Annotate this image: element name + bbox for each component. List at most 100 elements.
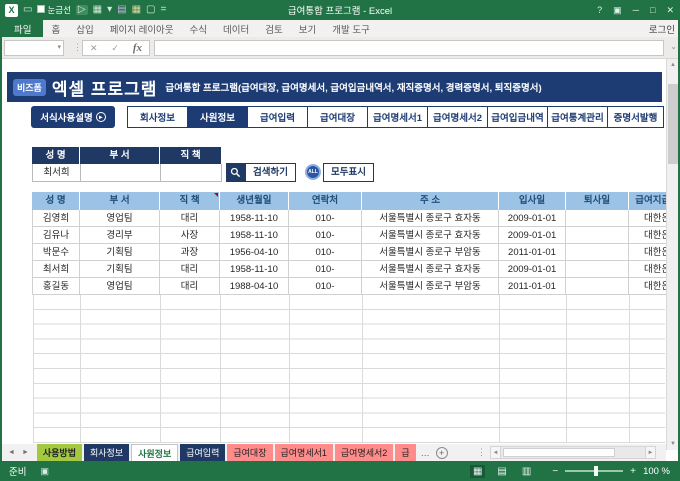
ribbon-tab[interactable]: 검토 [265,24,283,36]
qat-dropdown-icon[interactable]: ▾ [107,4,113,15]
cancel-icon[interactable]: ✕ [89,42,98,53]
horizontal-scrollbar[interactable]: ◄ ► [490,444,656,461]
scroll-down-icon[interactable]: ▼ [670,441,676,447]
sheet-tab[interactable]: 회사정보 [84,444,130,461]
horizontal-scrollbar-track[interactable] [501,446,645,459]
cell-name[interactable]: 김유나 [32,227,80,244]
zoom-in-icon[interactable]: + [630,465,636,477]
cell-dept[interactable]: 영업팀 [80,278,160,295]
insert-function-icon[interactable]: fx [132,42,143,54]
scroll-up-icon[interactable]: ▲ [670,62,676,68]
cell-title[interactable]: 대리 [160,210,220,227]
cell-birth[interactable]: 1958-11-10 [220,227,289,244]
sheet-tab[interactable]: 급여명세서2 [334,444,394,461]
cell-phone[interactable]: 010- [289,244,362,261]
vertical-scrollbar[interactable]: ▲ ▼ [666,59,678,450]
selection-icon[interactable]: ▢ [146,4,156,15]
cell-dept[interactable]: 기획팀 [80,261,160,278]
program-nav-tab[interactable]: 급여대장 [308,107,368,127]
ribbon-tab[interactable]: 수식 [189,24,208,36]
cell-name[interactable]: 최서희 [32,261,80,278]
cell-title[interactable]: 대리 [160,261,220,278]
horizontal-scrollbar-thumb[interactable] [503,448,615,457]
next-sheet-icon[interactable]: ► [21,449,29,456]
maximize-icon[interactable]: □ [650,5,656,15]
gridlines-toggle[interactable]: 눈금선 [37,4,71,16]
cell-leave-date[interactable] [566,278,629,295]
ribbon-tab[interactable]: 보기 [298,24,317,36]
cell-address[interactable]: 서울특별시 종로구 부암동 [362,278,499,295]
sheet-tab[interactable]: 사용방법 [36,444,82,461]
cell-bank[interactable]: 대한은행 [629,244,666,261]
cell-address[interactable]: 서울특별시 종로구 효자동 [362,261,499,278]
cell-phone[interactable]: 010- [289,227,362,244]
cell-address[interactable]: 서울특별시 종로구 효자동 [362,227,499,244]
cell-leave-date[interactable] [566,261,629,278]
cell-phone[interactable]: 010- [289,261,362,278]
formula-input[interactable] [154,40,664,56]
search-button[interactable]: 검색하기 [226,162,296,182]
program-nav-tab[interactable]: 급여입력 [248,107,308,127]
enter-icon[interactable]: ✓ [111,42,119,53]
cell-bank[interactable]: 대한은행 [629,261,666,278]
empty-grid-rows[interactable] [33,295,665,443]
ribbon-tab[interactable]: 개발 도구 [332,24,370,36]
cell-address[interactable]: 서울특별시 종로구 부암동 [362,244,499,261]
guide-button[interactable]: 서식사용설명 ▸ [31,106,115,128]
search-name-field[interactable]: 최서희 [32,164,80,182]
cell-birth[interactable]: 1958-11-10 [220,210,289,227]
cell-bank[interactable]: 대한은행 [629,227,666,244]
cell-name[interactable]: 김영희 [32,210,80,227]
cell-bank[interactable]: 대한은행 [629,278,666,295]
save-icon[interactable]: ▤ [117,4,127,15]
pointer-icon[interactable]: ▷ [75,4,88,15]
cell-dept[interactable]: 경리부 [80,227,160,244]
cell-phone[interactable]: 010- [289,210,362,227]
cell-title[interactable]: 대리 [160,278,220,295]
cell-leave-date[interactable] [566,244,629,261]
search-title-field[interactable] [160,164,222,182]
ribbon-options-icon[interactable]: ▣ [613,4,622,15]
sheet-tab[interactable]: 급여대장 [227,444,273,461]
qat-customize-icon[interactable]: = [160,4,167,15]
ribbon-tab[interactable]: 홈 [51,24,61,36]
cell-leave-date[interactable] [566,210,629,227]
table-row[interactable]: 김영희 영업팀 대리 1958-11-10 010- 서울특별시 종로구 효자동… [32,210,666,227]
program-nav-tab[interactable]: 급여명세서2 [428,107,488,127]
close-icon[interactable]: ✕ [666,4,674,15]
help-icon[interactable]: ? [597,5,603,15]
ribbon-tab[interactable]: 페이지 레이아웃 [109,24,174,36]
cell-birth[interactable]: 1958-11-10 [220,261,289,278]
cell-join-date[interactable]: 2009-01-01 [499,227,566,244]
cell-address[interactable]: 서울특별시 종로구 효자동 [362,210,499,227]
sheet-tab[interactable]: 급여입력 [180,444,226,461]
sheet-tab[interactable]: 급여명세서1 [274,444,333,461]
gridlines-checkbox[interactable] [37,5,46,13]
sheet-tab[interactable]: 사원정보 [131,444,179,461]
cell-title[interactable]: 사장 [160,227,220,244]
cell-dept[interactable]: 영업팀 [80,210,160,227]
login-link[interactable]: 로그인 [648,24,675,36]
expand-formula-bar-icon[interactable]: ⌄ [670,42,677,51]
tab-split-handle[interactable]: ⋮ [477,447,486,457]
cell-dept[interactable]: 기획팀 [80,244,160,261]
cell-name[interactable]: 박문수 [32,244,80,261]
cell-title[interactable]: 과장 [160,244,220,261]
cell-phone[interactable]: 010- [289,278,362,295]
cell-bank[interactable]: 대한은행 [629,210,666,227]
program-nav-tab[interactable]: 급여입금내역 [488,107,548,127]
sheet-overflow-indicator[interactable]: … [420,447,430,458]
program-nav-tab[interactable]: 회사정보 [128,107,188,127]
prev-sheet-icon[interactable]: ◄ [8,449,15,456]
cell-birth[interactable]: 1956-04-10 [220,244,289,261]
cell-birth[interactable]: 1988-04-10 [220,278,289,295]
macro-record-icon[interactable]: ▣ [40,465,49,476]
name-box-dropdown-icon[interactable]: ▾ [57,44,61,51]
table-properties-icon[interactable]: ▦ [131,4,142,15]
sheet-tab[interactable]: 급 [395,444,416,461]
table-row[interactable]: 홍길동 영업팀 대리 1988-04-10 010- 서울특별시 종로구 부암동… [32,278,666,295]
cell-join-date[interactable]: 2009-01-01 [499,261,566,278]
cell-name[interactable]: 홍길동 [32,278,80,295]
program-nav-tab[interactable]: 증명서발행 [608,107,663,127]
scroll-right-icon[interactable]: ► [645,446,656,459]
